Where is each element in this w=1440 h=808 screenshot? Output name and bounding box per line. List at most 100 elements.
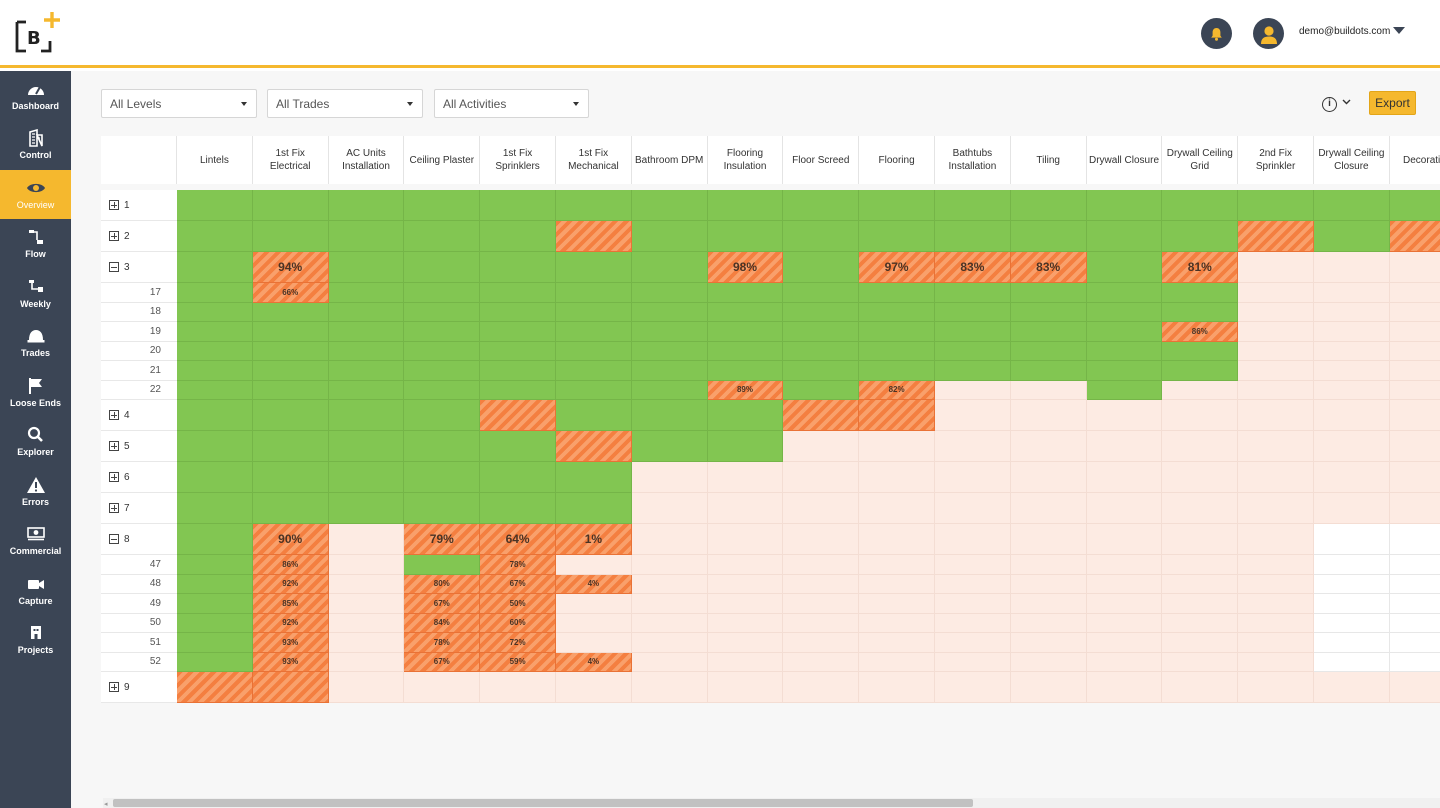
progress-cell[interactable] — [404, 493, 481, 524]
progress-cell[interactable] — [1238, 493, 1314, 524]
progress-cell[interactable] — [556, 672, 632, 703]
progress-cell[interactable] — [935, 594, 1011, 614]
progress-cell[interactable] — [859, 493, 935, 524]
progress-cell[interactable] — [1162, 633, 1239, 653]
user-email[interactable]: demo@buildots.com — [1299, 26, 1391, 37]
progress-cell[interactable] — [859, 462, 935, 493]
progress-cell[interactable]: 59% — [480, 652, 556, 672]
progress-cell[interactable] — [1086, 190, 1163, 221]
progress-cell[interactable]: 85% — [252, 594, 329, 614]
progress-cell[interactable] — [480, 322, 556, 342]
progress-cell[interactable] — [1389, 594, 1440, 614]
progress-cell[interactable] — [1389, 361, 1440, 381]
progress-cell[interactable] — [177, 594, 253, 614]
progress-cell[interactable] — [1010, 574, 1087, 594]
level-row-label[interactable]: 6 — [101, 462, 177, 493]
progress-cell[interactable] — [1238, 574, 1314, 594]
progress-cell[interactable]: 86% — [252, 555, 329, 575]
sidebar-item-capture[interactable]: Capture — [0, 566, 71, 615]
progress-cell[interactable] — [556, 462, 632, 493]
progress-cell[interactable] — [177, 221, 253, 252]
progress-cell[interactable] — [1389, 341, 1440, 361]
sidebar-item-overview[interactable]: Overview — [0, 170, 71, 219]
progress-cell[interactable]: 84% — [404, 613, 481, 633]
progress-cell[interactable] — [1086, 574, 1163, 594]
progress-cell[interactable] — [707, 341, 784, 361]
progress-cell[interactable] — [707, 322, 784, 342]
progress-cell[interactable] — [1389, 380, 1440, 400]
progress-cell[interactable] — [631, 221, 708, 252]
progress-cell[interactable] — [1314, 431, 1390, 462]
info-icon[interactable]: i — [1322, 97, 1337, 112]
progress-cell[interactable] — [1238, 341, 1314, 361]
sidebar-item-loose-ends[interactable]: Loose Ends — [0, 368, 71, 417]
progress-cell[interactable]: 66% — [252, 283, 329, 303]
progress-cell[interactable] — [707, 574, 784, 594]
progress-cell[interactable] — [859, 652, 935, 672]
progress-cell[interactable] — [935, 400, 1011, 431]
progress-cell[interactable] — [177, 283, 253, 303]
progress-cell[interactable] — [252, 190, 329, 221]
progress-cell[interactable] — [480, 302, 556, 322]
progress-cell[interactable] — [1086, 633, 1163, 653]
progress-cell[interactable] — [707, 613, 784, 633]
progress-cell[interactable] — [859, 400, 935, 431]
progress-cell[interactable]: 79% — [404, 524, 481, 555]
progress-cell[interactable] — [935, 190, 1011, 221]
progress-cell[interactable] — [1314, 361, 1390, 381]
progress-cell[interactable] — [177, 672, 253, 703]
progress-cell[interactable] — [1010, 594, 1087, 614]
progress-cell[interactable] — [556, 302, 632, 322]
progress-cell[interactable] — [404, 190, 481, 221]
progress-cell[interactable] — [707, 283, 784, 303]
progress-cell[interactable] — [783, 431, 860, 462]
sidebar-item-control[interactable]: Control — [0, 120, 71, 169]
progress-cell[interactable] — [1314, 190, 1390, 221]
progress-cell[interactable]: 89% — [707, 380, 784, 400]
progress-cell[interactable] — [1314, 633, 1390, 653]
progress-cell[interactable] — [1314, 493, 1390, 524]
progress-cell[interactable] — [1389, 322, 1440, 342]
progress-cell[interactable] — [556, 400, 632, 431]
progress-cell[interactable] — [177, 400, 253, 431]
progress-cell[interactable] — [1314, 322, 1390, 342]
progress-cell[interactable] — [1389, 613, 1440, 633]
progress-cell[interactable] — [631, 431, 708, 462]
progress-cell[interactable] — [556, 633, 632, 653]
info-chevron-down-icon[interactable] — [1342, 99, 1351, 105]
progress-cell[interactable] — [1314, 400, 1390, 431]
progress-cell[interactable] — [707, 400, 784, 431]
progress-cell[interactable] — [556, 613, 632, 633]
progress-cell[interactable] — [707, 431, 784, 462]
collapse-icon[interactable] — [109, 262, 119, 272]
expand-icon[interactable] — [109, 503, 119, 513]
progress-cell[interactable] — [1162, 524, 1239, 555]
progress-cell[interactable]: 67% — [404, 652, 481, 672]
sidebar-item-flow[interactable]: Flow — [0, 219, 71, 268]
progress-cell[interactable] — [556, 431, 632, 462]
progress-cell[interactable] — [1010, 462, 1087, 493]
progress-cell[interactable] — [480, 283, 556, 303]
progress-cell[interactable] — [1238, 555, 1314, 575]
progress-cell[interactable]: 83% — [1010, 252, 1087, 283]
progress-cell[interactable] — [1389, 493, 1440, 524]
progress-cell[interactable] — [631, 283, 708, 303]
sidebar-item-commercial[interactable]: Commercial — [0, 516, 71, 565]
progress-cell[interactable] — [328, 652, 405, 672]
progress-cell[interactable] — [1314, 341, 1390, 361]
progress-cell[interactable] — [1238, 380, 1314, 400]
progress-cell[interactable] — [1010, 190, 1087, 221]
progress-cell[interactable] — [1389, 574, 1440, 594]
progress-cell[interactable] — [631, 322, 708, 342]
sidebar-item-explorer[interactable]: Explorer — [0, 417, 71, 466]
progress-cell[interactable] — [859, 190, 935, 221]
progress-cell[interactable] — [707, 633, 784, 653]
progress-cell[interactable] — [935, 633, 1011, 653]
progress-cell[interactable] — [556, 252, 632, 283]
progress-cell[interactable] — [1389, 652, 1440, 672]
progress-cell[interactable] — [328, 400, 405, 431]
progress-cell[interactable] — [177, 524, 253, 555]
column-header[interactable]: Lintels — [177, 136, 253, 184]
progress-cell[interactable] — [556, 380, 632, 400]
progress-cell[interactable] — [783, 555, 860, 575]
